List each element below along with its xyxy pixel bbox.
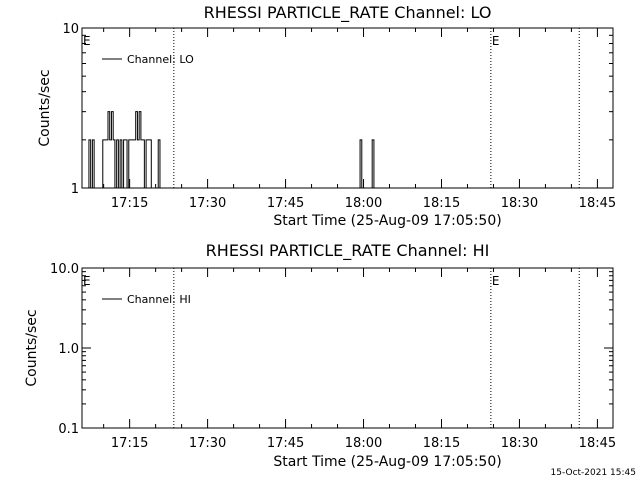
y-axis-label: Counts/sec xyxy=(37,69,53,146)
x-axis-label: Start Time (25-Aug-09 17:05:50) xyxy=(273,454,501,470)
y-tick-label: 1 xyxy=(71,182,79,197)
x-tick-label: 18:00 xyxy=(345,196,382,211)
legend-label: Channel: HI xyxy=(127,293,191,306)
chart-panel-lo: RHESSI PARTICLE_RATE Channel: LO 1 10 17:15… xyxy=(37,3,616,229)
y-tick-label: 0.1 xyxy=(58,422,79,437)
x-tick-label: 18:15 xyxy=(423,196,460,211)
x-tick-label: 18:15 xyxy=(423,436,460,451)
plot-frame xyxy=(81,27,614,189)
x-tick-label: 17:45 xyxy=(267,436,304,451)
y-tick-label: 10.0 xyxy=(50,262,79,277)
x-axis-label: Start Time (25-Aug-09 17:05:50) xyxy=(273,213,501,229)
series-line xyxy=(82,111,376,189)
footer-timestamp: 15-Oct-2021 15:45 xyxy=(551,468,636,478)
y-axis-label: Counts/sec xyxy=(24,309,40,386)
plot-frame xyxy=(81,267,614,429)
chart-panel-hi: RHESSI PARTICLE_RATE Channel: HI 0.1 1.0 10… xyxy=(24,241,616,470)
x-tick-label: 18:45 xyxy=(579,196,616,211)
event-marker: E xyxy=(492,34,500,48)
x-tick-label: 17:30 xyxy=(189,436,226,451)
y-tick-label: 1.0 xyxy=(58,342,79,357)
x-tick-label: 18:00 xyxy=(345,436,382,451)
legend-label: Channel: LO xyxy=(127,53,194,66)
x-tick-label: 17:45 xyxy=(267,196,304,211)
chart-title: RHESSI PARTICLE_RATE Channel: LO xyxy=(204,3,492,23)
event-marker: E xyxy=(492,274,500,288)
x-tick-label: 17:15 xyxy=(111,436,148,451)
x-tick-label: 18:45 xyxy=(579,436,616,451)
x-tick-label: 17:30 xyxy=(189,196,226,211)
event-marker: E xyxy=(83,274,91,288)
x-tick-label: 18:30 xyxy=(501,196,538,211)
chart-title: RHESSI PARTICLE_RATE Channel: HI xyxy=(206,241,490,261)
event-marker: E xyxy=(83,34,91,48)
x-tick-label: 17:15 xyxy=(111,196,148,211)
x-tick-label: 18:30 xyxy=(501,436,538,451)
y-tick-label: 10 xyxy=(62,22,79,37)
